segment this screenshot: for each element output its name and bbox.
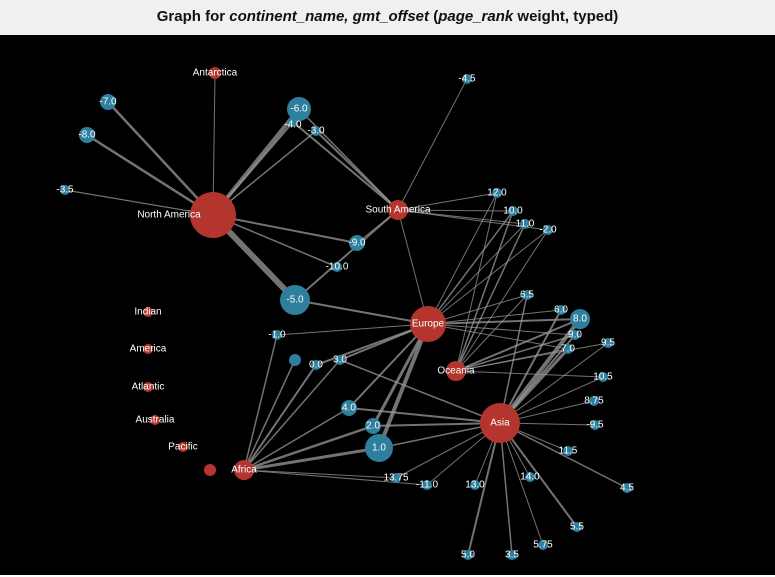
graph-edge [293,122,398,210]
graph-edge [244,365,316,470]
offset-node[interactable] [60,185,70,195]
title-mid: ( [429,8,438,25]
offset-node[interactable] [508,206,518,216]
offset-node[interactable] [332,262,342,272]
offset-node[interactable] [311,360,321,370]
network-graph: North AmericaSouth AmericaEuropeOceaniaA… [0,35,775,575]
graph-edge [456,193,497,371]
offset-node[interactable] [563,344,573,354]
offset-node[interactable] [365,418,381,434]
offset-node[interactable] [507,550,517,560]
graph-edge [379,324,428,448]
offset-node[interactable] [622,483,632,493]
title-suffix: weight, typed) [513,8,618,25]
graph-edge [456,371,603,377]
continent-node[interactable] [234,460,254,480]
graph-edge [456,224,525,371]
offset-node[interactable] [311,126,321,136]
offset-node[interactable] [391,473,401,483]
offset-node[interactable] [570,330,580,340]
offset-node[interactable] [272,330,282,340]
offset-node[interactable] [538,540,548,550]
graph-edge [244,360,295,470]
offset-node[interactable] [570,309,590,329]
graph-edge [316,131,398,210]
continent-node[interactable] [446,361,466,381]
graph-edge [398,79,467,210]
offset-node[interactable] [463,550,473,560]
continent-node[interactable] [410,306,446,342]
offset-node[interactable] [572,522,582,532]
continent-node[interactable] [204,464,216,476]
continent-node[interactable] [480,403,520,443]
continent-node[interactable] [209,67,221,79]
offset-node[interactable] [289,354,301,366]
offset-node[interactable] [525,472,535,482]
offset-node[interactable] [470,480,480,490]
offset-node[interactable] [556,305,566,315]
offset-node[interactable] [79,127,95,143]
continent-node[interactable] [143,382,153,392]
offset-node[interactable] [522,290,532,300]
continent-node[interactable] [388,200,408,220]
chart-title: Graph for continent_name, gmt_offset (pa… [0,0,775,35]
continent-node[interactable] [190,192,236,238]
offset-node[interactable] [543,225,553,235]
title-weight: page_rank [438,8,513,25]
offset-node[interactable] [598,372,608,382]
title-fields: continent_name, gmt_offset [229,8,429,25]
continent-node[interactable] [178,442,188,452]
offset-node[interactable] [462,74,472,84]
graph-edge [295,210,398,300]
graph-edge [456,230,548,371]
title-prefix: Graph for [157,8,230,25]
graph-edge [244,470,396,478]
offset-node[interactable] [365,434,393,462]
offset-node[interactable] [287,97,311,121]
offset-node[interactable] [349,235,365,251]
graph-edge [244,448,379,470]
offset-node[interactable] [563,446,573,456]
offset-node[interactable] [589,396,599,406]
graph-edge [456,211,513,371]
offset-node[interactable] [280,285,310,315]
offset-node[interactable] [590,420,600,430]
offset-node[interactable] [603,338,613,348]
graph-edge [295,300,428,324]
offset-node[interactable] [341,400,357,416]
offset-node[interactable] [422,480,432,490]
graph-edge [398,193,497,210]
graph-edge [428,224,525,324]
continent-node[interactable] [150,415,160,425]
offset-node[interactable] [335,355,345,365]
offset-node[interactable] [288,117,298,127]
offset-node[interactable] [492,188,502,198]
offset-node[interactable] [100,94,116,110]
graph-edge [398,210,513,211]
continent-node[interactable] [143,344,153,354]
continent-node[interactable] [143,307,153,317]
offset-node[interactable] [520,219,530,229]
graph-edge [244,335,277,470]
